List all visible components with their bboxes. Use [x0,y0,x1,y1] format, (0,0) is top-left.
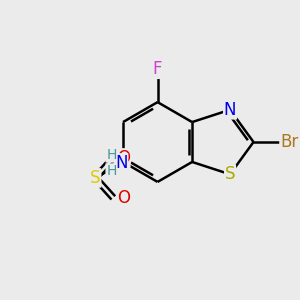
Text: N: N [115,154,128,172]
Text: H: H [106,164,116,178]
Text: O: O [117,149,130,167]
Text: H: H [106,148,116,162]
Text: N: N [224,101,236,119]
Text: F: F [153,60,162,78]
Text: O: O [117,189,130,207]
Text: S: S [90,169,101,187]
Text: Br: Br [280,133,298,151]
Text: S: S [225,165,235,183]
